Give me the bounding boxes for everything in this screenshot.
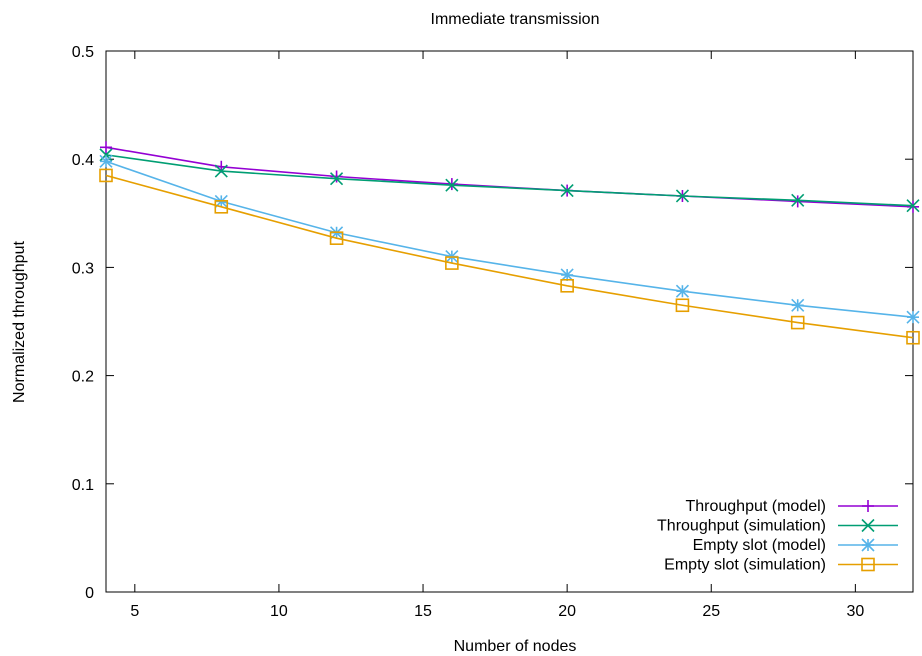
data-point xyxy=(906,310,920,324)
data-point xyxy=(906,199,920,213)
series-layer xyxy=(99,141,920,345)
y-tick-label: 0.4 xyxy=(72,152,94,169)
x-axis-label: Number of nodes xyxy=(454,638,577,655)
legend-label: Throughput (simulation) xyxy=(657,518,826,535)
series-line xyxy=(105,154,914,207)
data-point xyxy=(560,268,574,282)
legend: Throughput (model) Throughput (simulation… xyxy=(657,498,898,574)
data-point xyxy=(99,168,113,183)
x-tick-label: 10 xyxy=(270,603,288,620)
data-point xyxy=(214,200,229,214)
legend-label: Empty slot (simulation) xyxy=(664,557,826,574)
y-axis-label: Normalized throughput xyxy=(11,241,28,403)
data-point xyxy=(791,298,805,312)
data-point xyxy=(445,178,459,192)
x-tick-label: 15 xyxy=(414,603,432,620)
chart-title: Immediate transmission xyxy=(431,11,600,28)
data-point xyxy=(791,193,805,207)
legend-marker xyxy=(861,538,875,552)
data-point xyxy=(329,231,344,245)
data-point xyxy=(790,315,805,330)
series-line xyxy=(105,174,914,339)
data-point xyxy=(560,184,574,198)
data-point xyxy=(675,298,690,313)
x-tick-label: 20 xyxy=(558,603,576,620)
legend-marker xyxy=(862,500,874,512)
data-point xyxy=(560,278,574,293)
x-tick-label: 5 xyxy=(130,603,139,620)
series-3 xyxy=(99,168,920,345)
y-tick-label: 0.1 xyxy=(72,477,94,494)
series-line xyxy=(105,160,914,318)
legend-marker xyxy=(861,518,875,533)
series-1 xyxy=(99,148,920,213)
data-point xyxy=(214,164,228,178)
data-point xyxy=(330,172,344,186)
data-point xyxy=(675,189,689,203)
data-point xyxy=(445,256,459,270)
data-point xyxy=(100,141,112,154)
y-tick-label: 0.5 xyxy=(72,44,94,61)
data-point xyxy=(675,284,689,298)
data-point xyxy=(99,154,113,168)
y-tick-label: 0.2 xyxy=(72,369,94,386)
legend-marker xyxy=(861,557,875,572)
data-point xyxy=(99,148,113,162)
y-tick-label: 0 xyxy=(85,585,94,602)
legend-label: Empty slot (model) xyxy=(693,537,826,554)
series-2 xyxy=(99,154,920,324)
y-tick-label: 0.3 xyxy=(72,260,94,277)
x-tick-label: 30 xyxy=(846,603,864,620)
data-point xyxy=(906,330,920,345)
legend-label: Throughput (model) xyxy=(685,498,826,515)
x-tick-label: 25 xyxy=(702,603,720,620)
axes-layer: 0 0.1 0.2 0.3 0.4 0.5 5 10 15 20 25 30 xyxy=(72,44,914,620)
data-point xyxy=(330,170,343,183)
